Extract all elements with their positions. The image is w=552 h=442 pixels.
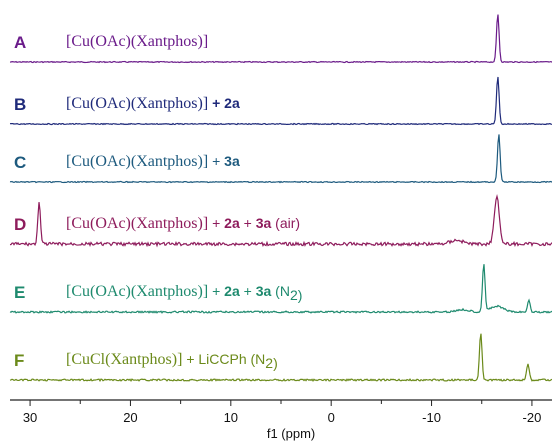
x-tick-label: 0 bbox=[328, 410, 335, 425]
spectrum-trace-d bbox=[9, 193, 552, 248]
spectrum-trace-a bbox=[9, 14, 552, 64]
spectrum-condition-a: [Cu(OAc)(Xantphos)] bbox=[66, 33, 208, 50]
spectrum-letter-c: C bbox=[14, 153, 26, 172]
x-axis: 30 20 10 0 -10 -20 f1 (ppm) bbox=[10, 399, 552, 441]
spectrum-trace-e bbox=[9, 264, 552, 314]
spectrum-letter-a: A bbox=[14, 33, 26, 52]
x-axis-ticks: 30 20 10 0 -10 -20 bbox=[23, 400, 541, 425]
x-axis-label: f1 (ppm) bbox=[267, 426, 315, 441]
spectrum-letter-d: D bbox=[14, 215, 26, 234]
spectrum-letter-f: F bbox=[14, 351, 24, 370]
x-tick-label: 10 bbox=[224, 410, 238, 425]
spectrum-labels: A [Cu(OAc)(Xantphos)] B [Cu(OAc)(Xantphos)]… bbox=[14, 33, 302, 371]
spectrum-condition-f: [CuCl(Xantphos)] + LiCCPh (N2) bbox=[66, 351, 278, 371]
spectrum-trace-b bbox=[9, 76, 552, 126]
x-tick-label: 20 bbox=[123, 410, 137, 425]
spectrum-trace-f bbox=[9, 333, 552, 383]
spectrum-condition-e: [Cu(OAc)(Xantphos)] + 2a + 3a (N2) bbox=[66, 283, 302, 303]
spectrum-condition-b: [Cu(OAc)(Xantphos)] + 2a bbox=[66, 95, 240, 112]
x-tick-label: -10 bbox=[422, 410, 441, 425]
spectrum-trace-c bbox=[9, 134, 552, 184]
spectra-group bbox=[9, 14, 552, 383]
spectrum-letter-b: B bbox=[14, 95, 26, 114]
spectrum-condition-d: [Cu(OAc)(Xantphos)] + 2a + 3a (air) bbox=[66, 215, 300, 232]
x-tick-label: -20 bbox=[523, 410, 542, 425]
spectrum-condition-c: [Cu(OAc)(Xantphos)] + 3a bbox=[66, 153, 240, 170]
spectrum-letter-e: E bbox=[14, 283, 25, 302]
x-tick-label: 30 bbox=[23, 410, 37, 425]
